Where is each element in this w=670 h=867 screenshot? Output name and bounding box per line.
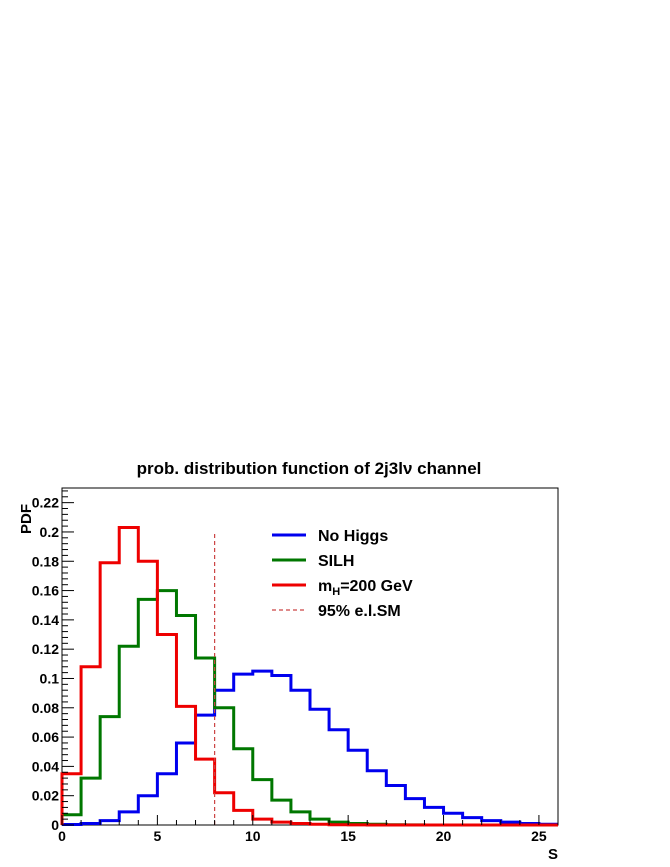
legend-label-silh: SILH — [318, 553, 354, 570]
series-line-no-higgs — [60, 669, 558, 827]
y-tick-label: 0.14 — [32, 612, 59, 628]
x-tick-label: 20 — [436, 828, 452, 844]
series-line-mh200 — [60, 526, 558, 827]
y-tick-label: 0.2 — [40, 524, 60, 540]
x-axis: 0 5 10 15 20 25 — [58, 815, 559, 844]
legend: No Higgs SILH mH=200 GeV 95% e.l.SM — [272, 528, 413, 620]
x-tick-label: 5 — [153, 828, 161, 844]
x-tick-label: 10 — [245, 828, 261, 844]
y-tick-label: 0.08 — [32, 700, 59, 716]
y-tick-label: 0.06 — [32, 729, 59, 745]
plot-frame — [61, 487, 559, 826]
x-tick-label: 15 — [340, 828, 356, 844]
y-tick-label: 0.12 — [32, 641, 59, 657]
y-tick-label: 0.16 — [32, 583, 59, 599]
x-tick-label: 25 — [531, 828, 547, 844]
legend-label-mh200: mH=200 GeV — [318, 578, 413, 598]
legend-label-no-higgs: No Higgs — [318, 528, 388, 545]
y-axis-title: PDF — [18, 504, 35, 534]
chart-title: prob. distribution function of 2j3lν cha… — [137, 459, 482, 478]
y-axis: 0 0.02 0.04 0.06 0.08 0.1 0.12 0.14 0.16 0.18 0.2 0… — [32, 490, 74, 833]
x-tick-label: 0 — [58, 828, 66, 844]
y-tick-label: 0.18 — [32, 553, 59, 569]
legend-label-95-el-sm: 95% e.l.SM — [318, 603, 401, 620]
x-axis-title: S — [548, 846, 558, 863]
y-tick-label: 0.1 — [40, 670, 60, 686]
y-tick-label: 0 — [51, 817, 59, 833]
y-tick-label: 0.22 — [32, 495, 59, 511]
y-tick-label: 0.04 — [32, 758, 59, 774]
y-tick-label: 0.02 — [32, 788, 59, 804]
plot-area — [60, 487, 559, 827]
